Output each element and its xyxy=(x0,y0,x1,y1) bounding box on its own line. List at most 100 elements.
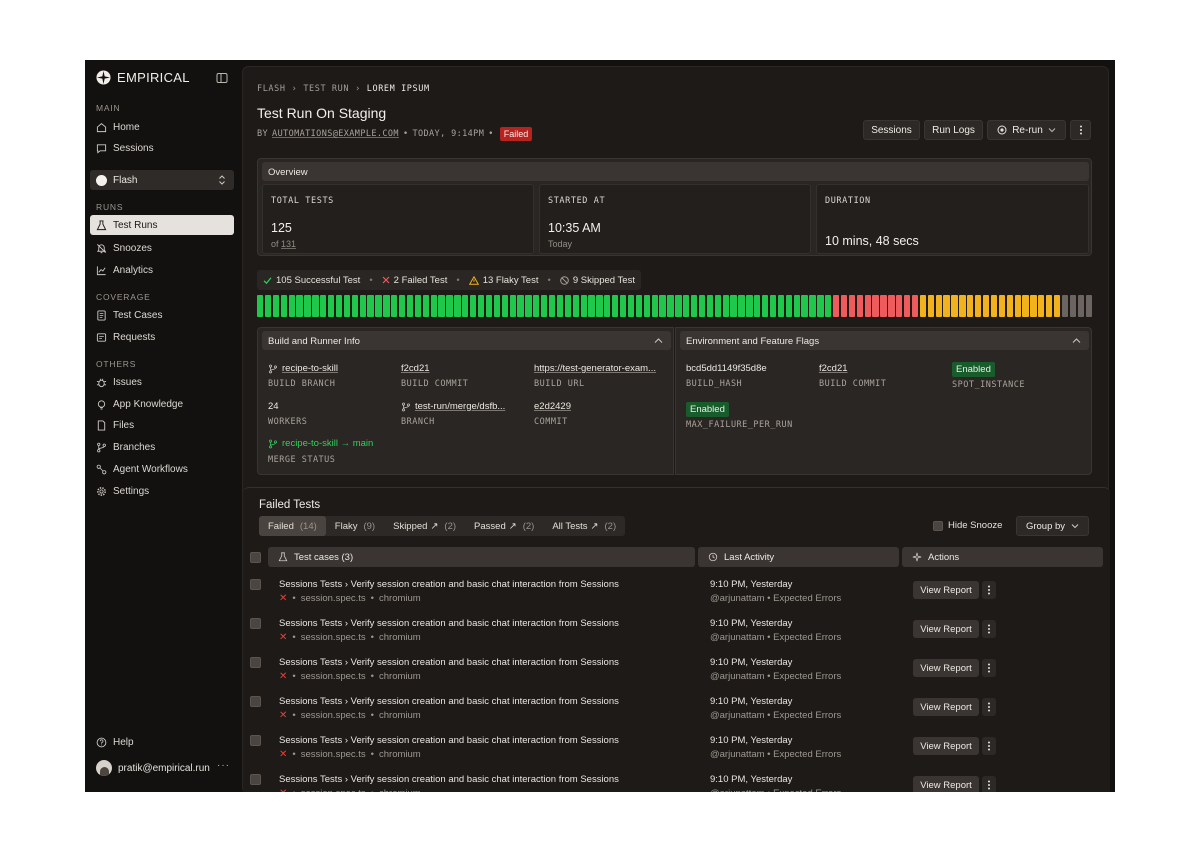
view-report-button[interactable]: View Report xyxy=(913,737,979,755)
card-sub: Today xyxy=(548,239,573,249)
sidebar-item-app-knowledge[interactable]: App Knowledge xyxy=(90,394,234,414)
row-checkbox[interactable] xyxy=(250,696,261,707)
test-meta: ✕ • session.spec.ts • chromium xyxy=(279,671,421,682)
row-more-button[interactable] xyxy=(982,776,996,792)
tab-passed[interactable]: Passed ↗ (2) xyxy=(465,516,543,536)
project-selector[interactable]: Flash xyxy=(90,170,234,190)
sidebar-item-test-cases[interactable]: Test Cases xyxy=(90,305,234,325)
sidebar-item-files[interactable]: Files xyxy=(90,415,234,435)
result-segment-yellow xyxy=(982,295,990,317)
test-title[interactable]: Sessions Tests › Verify session creation… xyxy=(279,579,619,590)
build-url-value[interactable]: https://test-generator-exam... xyxy=(534,363,656,374)
sidebar-item-test-runs[interactable]: Test Runs xyxy=(90,215,234,235)
total-of-link[interactable]: 131 xyxy=(281,239,297,249)
group-by-dropdown[interactable]: Group by xyxy=(1016,516,1089,536)
sidebar-item-requests[interactable]: Requests xyxy=(90,327,234,347)
result-segment-green xyxy=(383,295,390,317)
field-label: BUILD_HASH xyxy=(686,379,743,389)
flaky-count[interactable]: 13 Flaky Test xyxy=(468,275,538,286)
result-segment-green xyxy=(722,295,729,317)
column-last-activity[interactable]: Last Activity xyxy=(698,547,899,567)
sidebar-item-help[interactable]: Help xyxy=(90,732,234,752)
result-segment-green xyxy=(257,295,264,317)
table-row[interactable]: Sessions Tests › Verify session creation… xyxy=(243,573,1110,612)
view-report-button[interactable]: View Report xyxy=(913,659,979,677)
view-report-button[interactable]: View Report xyxy=(913,776,979,792)
sidebar-item-snoozes[interactable]: Snoozes xyxy=(90,238,234,258)
test-title[interactable]: Sessions Tests › Verify session creation… xyxy=(279,618,619,629)
build-info-header[interactable]: Build and Runner Info xyxy=(262,331,671,350)
result-segment-green xyxy=(280,295,287,317)
separator: • xyxy=(369,274,373,286)
hide-snooze-checkbox[interactable] xyxy=(933,520,943,531)
sidebar-item-branches[interactable]: Branches xyxy=(90,437,234,457)
sidebar-item-analytics[interactable]: Analytics xyxy=(90,260,234,280)
result-segment-yellow xyxy=(927,295,934,317)
row-more-button[interactable] xyxy=(982,698,996,716)
tab-skipped[interactable]: Skipped ↗ (2) xyxy=(384,516,465,536)
workers-value: 24 xyxy=(268,401,279,412)
view-report-button[interactable]: View Report xyxy=(913,581,979,599)
view-report-button[interactable]: View Report xyxy=(913,698,979,716)
breadcrumb-test-run[interactable]: TEST RUN xyxy=(303,84,350,94)
sessions-button[interactable]: Sessions xyxy=(863,120,920,140)
chevron-down-icon xyxy=(1048,128,1056,133)
test-meta: ✕ • session.spec.ts • chromium xyxy=(279,749,421,760)
user-menu[interactable]: pratik@empirical.run xyxy=(96,760,210,776)
run-logs-button[interactable]: Run Logs xyxy=(924,120,983,140)
row-more-button[interactable] xyxy=(982,737,996,755)
table-row[interactable]: Sessions Tests › Verify session creation… xyxy=(243,690,1110,729)
row-checkbox[interactable] xyxy=(250,735,261,746)
sidebar-item-issues[interactable]: Issues xyxy=(90,372,234,392)
successful-count[interactable]: 105 Successful Test xyxy=(263,275,360,286)
test-title[interactable]: Sessions Tests › Verify session creation… xyxy=(279,657,619,668)
row-more-button[interactable] xyxy=(982,581,996,599)
hide-snooze-toggle[interactable]: Hide Snooze xyxy=(933,520,1002,531)
result-segment-yellow xyxy=(1006,295,1013,317)
result-segment-yellow xyxy=(935,295,942,317)
skipped-count[interactable]: 9 Skipped Test xyxy=(560,275,635,286)
env-flags-header[interactable]: Environment and Feature Flags xyxy=(680,331,1089,350)
test-title[interactable]: Sessions Tests › Verify session creation… xyxy=(279,696,619,707)
more-actions-button[interactable] xyxy=(1070,120,1091,140)
failed-x-icon: ✕ xyxy=(279,593,288,604)
sidebar-item-sessions[interactable]: Sessions xyxy=(90,138,234,158)
tab-all-tests[interactable]: All Tests ↗ (2) xyxy=(543,516,625,536)
row-more-button[interactable] xyxy=(982,620,996,638)
spec-file: session.spec.ts xyxy=(300,749,366,760)
app-logo[interactable]: EMPIRICAL xyxy=(96,70,190,85)
tab-flaky[interactable]: Flaky (9) xyxy=(326,516,384,536)
sidebar-toggle-icon[interactable] xyxy=(216,72,228,84)
build-branch-value[interactable]: recipe-to-skill xyxy=(268,363,338,374)
test-title[interactable]: Sessions Tests › Verify session creation… xyxy=(279,735,619,746)
test-title[interactable]: Sessions Tests › Verify session creation… xyxy=(279,774,619,785)
table-row[interactable]: Sessions Tests › Verify session creation… xyxy=(243,768,1110,792)
table-row[interactable]: Sessions Tests › Verify session creation… xyxy=(243,729,1110,768)
sidebar-item-home[interactable]: Home xyxy=(90,117,234,137)
column-test-cases[interactable]: Test cases (3) xyxy=(268,547,695,567)
author-link[interactable]: AUTOMATIONS@EXAMPLE.COM xyxy=(272,129,399,139)
table-row[interactable]: Sessions Tests › Verify session creation… xyxy=(243,651,1110,690)
view-report-button[interactable]: View Report xyxy=(913,620,979,638)
tab-failed[interactable]: Failed (14) xyxy=(259,516,326,536)
activity-time: 9:10 PM, Yesterday xyxy=(710,774,793,785)
env-commit-value[interactable]: f2cd21 xyxy=(819,363,848,374)
breadcrumb-flash[interactable]: FLASH xyxy=(257,84,286,94)
failed-count[interactable]: 2 Failed Test xyxy=(382,275,447,286)
table-row[interactable]: Sessions Tests › Verify session creation… xyxy=(243,612,1110,651)
rerun-button[interactable]: Re-run xyxy=(987,120,1066,140)
result-segment-green xyxy=(793,295,800,317)
row-checkbox[interactable] xyxy=(250,579,261,590)
row-checkbox[interactable] xyxy=(250,774,261,785)
sidebar-item-agent-workflows[interactable]: Agent Workflows xyxy=(90,459,234,479)
row-checkbox[interactable] xyxy=(250,618,261,629)
activity-user: @arjunattam xyxy=(710,671,765,682)
row-checkbox[interactable] xyxy=(250,657,261,668)
merge-commit-value[interactable]: e2d2429 xyxy=(534,401,571,412)
sidebar-item-settings[interactable]: Settings xyxy=(90,481,234,501)
merge-branch-value[interactable]: test-run/merge/dsfb... xyxy=(401,401,505,412)
build-commit-value[interactable]: f2cd21 xyxy=(401,363,430,374)
select-all-checkbox[interactable] xyxy=(250,552,261,563)
row-more-button[interactable] xyxy=(982,659,996,677)
more-icon[interactable]: ··· xyxy=(217,760,230,771)
